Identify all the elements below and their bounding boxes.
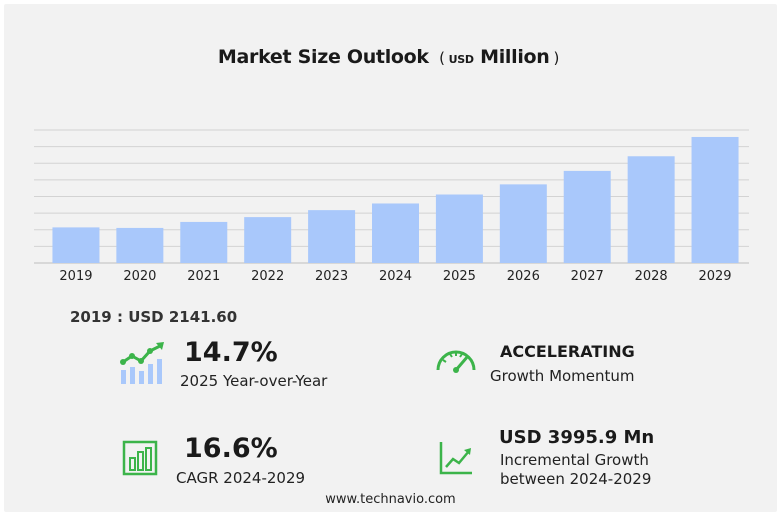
x-tick-label-2023: 2023: [315, 269, 348, 284]
bar-2027: [563, 170, 611, 263]
momentum-label: Growth Momentum: [490, 367, 635, 385]
bar-2029: [691, 136, 739, 263]
base-value: 2019 : USD 2141.60: [70, 308, 238, 326]
bar-chart: 2019 2020 2021 2022 2023 2024 2025 2026 2027 2028…: [34, 129, 749, 284]
trend-up-icon: [439, 442, 472, 475]
x-tick-label-2027: 2027: [571, 269, 604, 284]
bar-2022: [244, 217, 292, 263]
speedometer-icon: [436, 350, 476, 373]
bar-2019: [52, 227, 100, 263]
bar-2026: [499, 184, 547, 263]
bar-2025: [435, 194, 483, 263]
cagr-value: 16.6%: [184, 433, 278, 464]
bar-2024: [372, 203, 419, 263]
x-tick-label-2021: 2021: [187, 269, 220, 284]
incremental-label-1: Incremental Growth: [500, 451, 649, 469]
yoy-label: 2025 Year-over-Year: [180, 372, 328, 390]
x-tick-label-2020: 2020: [123, 269, 156, 284]
chart-title: Market Size Outlook (USD Million): [4, 46, 777, 68]
x-tick-label-2028: 2028: [635, 269, 668, 284]
x-tick-label-2025: 2025: [443, 269, 476, 284]
bar-chart-icon: [122, 440, 158, 476]
bar-2023: [308, 210, 356, 263]
x-tick-label-2026: 2026: [507, 269, 540, 284]
footer-url: www.technavio.com: [325, 492, 456, 507]
title-paren-close: ): [553, 49, 560, 67]
x-tick-label-2029: 2029: [698, 269, 731, 284]
momentum-value: ACCELERATING: [500, 342, 635, 361]
bar-2020: [116, 227, 164, 263]
bar-2021: [180, 221, 228, 263]
incremental-value: USD 3995.9 Mn: [499, 427, 655, 448]
chart-title-text: Market Size Outlook: [217, 46, 429, 68]
incremental-label-2: between 2024-2029: [500, 470, 652, 488]
title-unit-word: Million: [480, 46, 550, 68]
cagr-label: CAGR 2024-2029: [176, 469, 306, 487]
x-tick-label-2022: 2022: [251, 269, 284, 284]
bar-2028: [627, 156, 675, 263]
title-paren-open: (: [439, 49, 445, 67]
card: Market Size Outlook (USD Million) 2019 20…: [4, 4, 777, 512]
yoy-value: 14.7%: [184, 337, 278, 368]
x-tick-label-2019: 2019: [59, 269, 92, 284]
title-unit: USD: [448, 53, 474, 66]
growth-chart-icon: [120, 342, 164, 384]
x-tick-label-2024: 2024: [379, 269, 412, 284]
